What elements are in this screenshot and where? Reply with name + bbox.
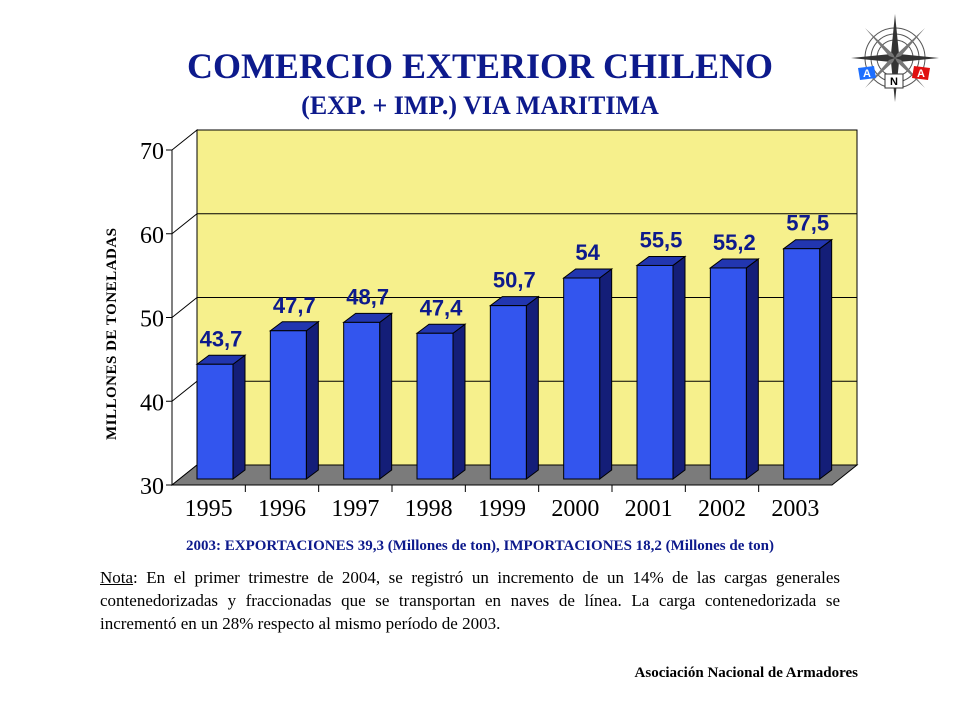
compass-rose-icon: A N A [851, 14, 939, 102]
footnote: 2003: EXPORTACIONES 39,3 (Millones de to… [186, 538, 774, 554]
page-title: COMERCIO EXTERIOR CHILENO [186, 46, 774, 86]
y-axis-label: MILLONES DE TONELADAS [104, 227, 120, 440]
bar [415, 323, 467, 480]
gridline [171, 380, 198, 402]
gridline [171, 297, 198, 318]
x-tick-label: 1996 [258, 496, 306, 522]
y-axis: 30 40 50 60 70 [140, 139, 173, 500]
data-label: 54 [575, 240, 600, 265]
note-paragraph: Nota: En el primer trimestre de 2004, se… [100, 566, 840, 635]
data-label: 48,7 [346, 284, 389, 309]
data-label: 47,4 [420, 295, 464, 320]
y-tick-label: 40 [140, 390, 164, 416]
bar [195, 354, 247, 480]
x-tick-label: 1997 [331, 496, 379, 522]
gridline [171, 213, 198, 235]
data-label: 57,5 [786, 211, 829, 236]
y-tick-label: 60 [140, 223, 164, 249]
logo-letter-a1: A [863, 68, 871, 80]
bar [782, 238, 834, 480]
page-subtitle: (EXP. + IMP.) VIA MARITIMA [301, 91, 659, 120]
data-label: 43,7 [200, 326, 243, 351]
y-tick-label: 50 [140, 307, 164, 333]
data-labels: 43,7 47,7 48,7 47,4 50,7 54 55,5 55,2 57,5 [200, 211, 829, 352]
y-tick-label: 30 [140, 474, 164, 500]
credit: Asociación Nacional de Armadores [634, 665, 858, 681]
bar [488, 295, 540, 480]
bar [562, 268, 614, 480]
y-tick-label: 70 [140, 139, 164, 165]
x-tick-label: 1999 [478, 496, 526, 522]
logo-letter-a2: A [917, 68, 925, 80]
bar [268, 320, 320, 480]
bar-series [195, 238, 834, 480]
x-tick-label: 2000 [551, 496, 599, 522]
data-label: 55,2 [713, 230, 756, 255]
x-tick-label: 1995 [185, 496, 233, 522]
data-label: 47,7 [273, 293, 316, 318]
x-tick-label: 2003 [771, 496, 819, 522]
data-label: 55,5 [640, 227, 683, 252]
x-axis: 1995 1996 1997 1998 1999 2000 2001 2002 2003 [172, 484, 832, 522]
x-tick-label: 2001 [625, 496, 673, 522]
note-text: : En el primer trimestre de 2004, se reg… [100, 568, 840, 633]
data-label: 50,7 [493, 268, 536, 293]
logo-letter-n: N [890, 76, 898, 88]
x-tick-label: 2002 [698, 496, 746, 522]
bar [342, 312, 394, 480]
note-label: Nota [100, 568, 134, 587]
x-tick-label: 1998 [405, 496, 453, 522]
bar [635, 255, 687, 480]
bar [708, 257, 760, 480]
